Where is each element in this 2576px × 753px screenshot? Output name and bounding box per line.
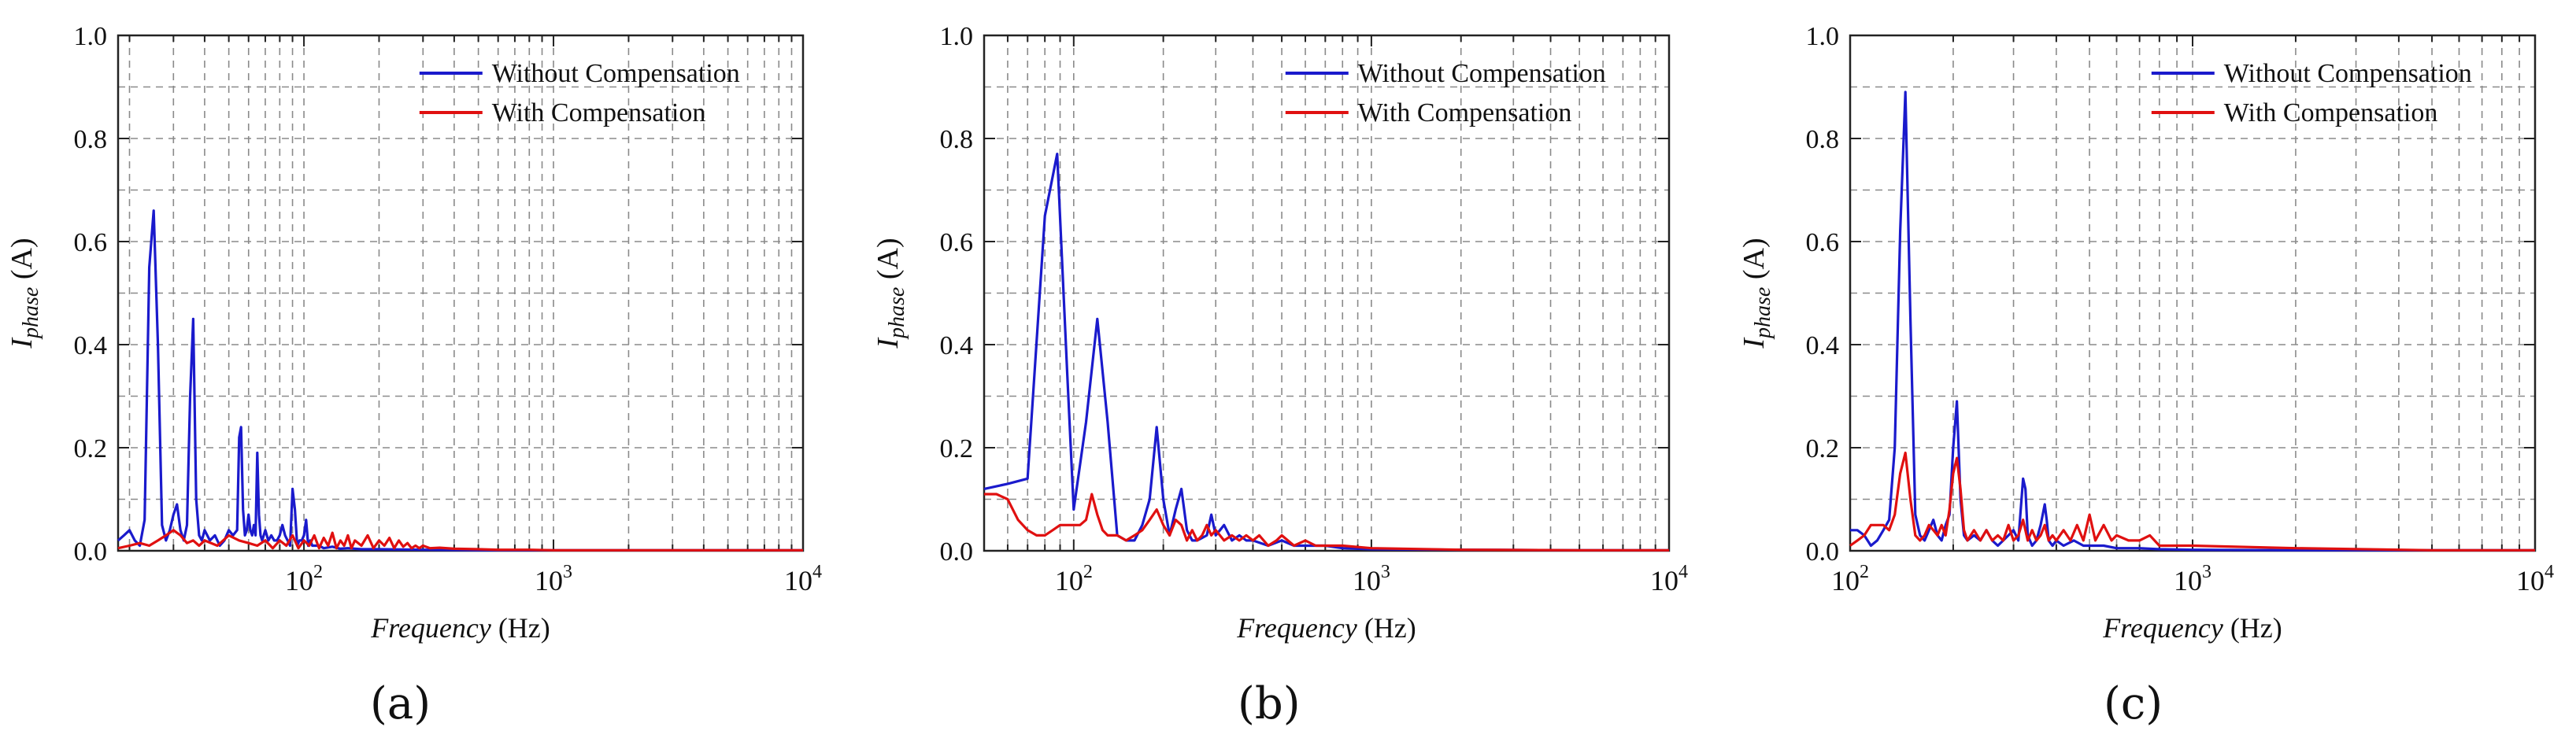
y-tick-label: 1.0 [74, 22, 108, 51]
y-axis-label: Iphase (A) [1738, 238, 1775, 349]
caption-c: (c) [2104, 678, 2163, 729]
y-tick-label: 0.0 [940, 537, 974, 567]
y-tick-label: 0.8 [1806, 125, 1840, 154]
x-tick-label: 102 [1831, 562, 1869, 596]
x-tick-label: 102 [1055, 562, 1093, 596]
y-tick-label: 0.8 [940, 125, 974, 154]
caption-b: (b) [1238, 678, 1301, 729]
y-tick-label: 0.2 [74, 434, 108, 463]
caption-a: (a) [370, 678, 431, 729]
y-tick-label: 1.0 [940, 22, 974, 51]
y-tick-label: 0.6 [940, 228, 974, 257]
y-tick-label: 0.8 [74, 125, 108, 154]
chart-panel-b: 0.0 0.2 0.4 0.6 0.8 1.0 102 103 104 Without Compe… [872, 22, 1688, 644]
y-tick-label: 0.2 [940, 434, 974, 463]
y-tick-label: 0.4 [74, 331, 108, 360]
x-axis-label: Frequency (Hz) [1236, 612, 1416, 644]
x-axis-label: Frequency (Hz) [2102, 612, 2282, 644]
legend-label-without: Without Compensation [492, 59, 740, 88]
series-line-without-compensation [1850, 90, 2535, 552]
y-tick-label: 0.4 [940, 331, 974, 360]
x-tick-label: 103 [1353, 562, 1390, 596]
series-line-with-compensation [1849, 451, 2535, 552]
series-line-without-compensation [983, 153, 1669, 552]
chart-panel-c: 0.0 0.2 0.4 0.6 0.8 1.0 102 103 104 Without Compe… [1738, 22, 2554, 644]
series-line-without-compensation [117, 209, 803, 552]
x-tick-label: 104 [1650, 562, 1688, 596]
y-tick-label: 0.6 [1806, 228, 1840, 257]
chart-panel-a: 0.0 0.2 0.4 0.6 0.8 1.0 102 103 104 Without Compe… [6, 22, 822, 644]
x-tick-label: 103 [535, 562, 572, 596]
y-axis-label: Iphase (A) [872, 238, 909, 349]
y-tick-label: 0.0 [1806, 537, 1840, 567]
x-tick-label: 104 [784, 562, 822, 596]
series-line-with-compensation [117, 529, 803, 552]
legend-label-without: Without Compensation [1358, 59, 1606, 88]
x-tick-label: 102 [285, 562, 323, 596]
legend-label-without: Without Compensation [2224, 59, 2472, 88]
y-axis-label: Iphase (A) [6, 238, 43, 349]
series-line-with-compensation [984, 493, 1669, 552]
y-tick-label: 0.2 [1806, 434, 1840, 463]
plot-frame [983, 34, 1671, 552]
x-tick-label: 103 [2174, 562, 2211, 596]
y-tick-label: 0.6 [74, 228, 108, 257]
y-tick-label: 1.0 [1806, 22, 1840, 51]
legend-label-with: With Compensation [492, 98, 706, 127]
legend-label-with: With Compensation [1358, 98, 1572, 127]
x-tick-label: 104 [2516, 562, 2554, 596]
y-tick-label: 0.0 [74, 537, 108, 567]
legend-label-with: With Compensation [2224, 98, 2438, 127]
y-tick-label: 0.4 [1806, 331, 1840, 360]
x-axis-label: Frequency (Hz) [370, 612, 550, 644]
